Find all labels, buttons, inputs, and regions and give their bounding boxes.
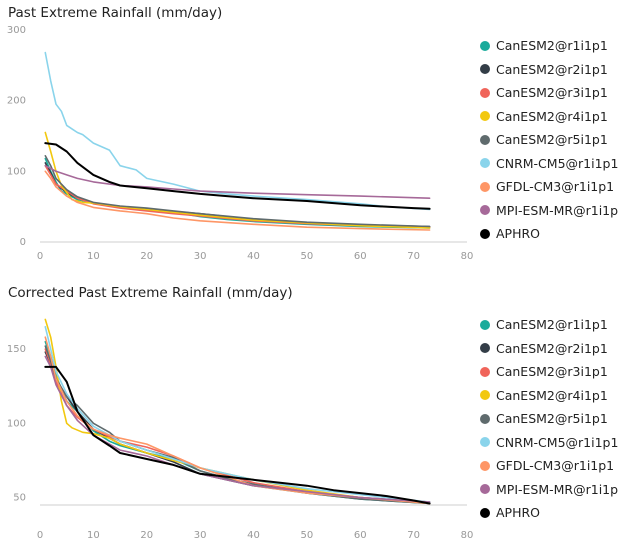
x-tick-label: 50 — [301, 530, 314, 541]
x-tick-label: 30 — [194, 251, 207, 262]
x-tick-label: 0 — [37, 251, 43, 262]
series-line — [44, 355, 431, 503]
legend-item[interactable]: CanESM2@r1i1p1 — [480, 34, 619, 58]
legend-label: MPI-ESM-MR@r1i1p1 — [496, 481, 619, 497]
legend-label: CanESM2@r4i1p1 — [496, 387, 608, 403]
x-tick-label: 60 — [354, 530, 367, 541]
series-line — [44, 155, 431, 228]
y-tick-label: 300 — [7, 25, 26, 36]
legend-marker-icon — [480, 319, 490, 330]
legend-marker-icon — [480, 87, 490, 98]
series-line — [44, 142, 431, 210]
legend-item[interactable]: CanESM2@r2i1p1 — [480, 337, 619, 361]
x-tick-label: 80 — [461, 251, 474, 262]
x-tick-label: 50 — [301, 251, 314, 262]
legend-marker-icon — [480, 366, 490, 377]
legend-label: GFDL-CM3@r1i1p1 — [496, 458, 615, 474]
legend-label: CNRM-CM5@r1i1p1 — [496, 155, 619, 171]
legend-marker-icon — [480, 64, 490, 75]
y-tick-label: 0 — [20, 237, 26, 248]
legend-item[interactable]: CNRM-CM5@r1i1p1 — [480, 152, 619, 176]
legend-label: CanESM2@r5i1p1 — [496, 132, 608, 148]
y-tick-label: 150 — [7, 344, 26, 355]
legend-marker-icon — [480, 134, 490, 145]
legend-marker-icon — [480, 181, 490, 192]
legend-past: CanESM2@r1i1p1 CanESM2@r2i1p1 CanESM2@r3i1… — [480, 34, 619, 246]
legend-marker-icon — [480, 413, 490, 424]
series-line — [44, 164, 431, 199]
legend-label: MPI-ESM-MR@r1i1p1 — [496, 202, 619, 218]
legend-item[interactable]: CanESM2@r3i1p1 — [480, 81, 619, 105]
series-line — [44, 51, 431, 211]
y-tick-label: 50 — [13, 493, 26, 504]
legend-item[interactable]: CanESM2@r4i1p1 — [480, 105, 619, 129]
x-tick-label: 20 — [140, 530, 153, 541]
y-tick-label: 200 — [7, 96, 26, 107]
legend-item[interactable]: GFDL-CM3@r1i1p1 — [480, 175, 619, 199]
legend-item[interactable]: CanESM2@r4i1p1 — [480, 384, 619, 408]
legend-item[interactable]: CNRM-CM5@r1i1p1 — [480, 431, 619, 455]
legend-corrected: CanESM2@r1i1p1 CanESM2@r2i1p1 CanESM2@r3i1… — [480, 313, 619, 525]
y-tick-label: 100 — [7, 418, 26, 429]
legend-marker-icon — [480, 507, 490, 518]
legend-item[interactable]: GFDL-CM3@r1i1p1 — [480, 454, 619, 478]
legend-marker-icon — [480, 158, 490, 169]
legend-item[interactable]: MPI-ESM-MR@r1i1p1 — [480, 199, 619, 223]
legend-label: APHRO — [496, 226, 541, 242]
x-tick-label: 40 — [247, 251, 260, 262]
series-line — [44, 340, 431, 505]
legend-item[interactable]: CanESM2@r3i1p1 — [480, 360, 619, 384]
legend-marker-icon — [480, 437, 490, 448]
legend-label: APHRO — [496, 505, 541, 521]
series-line — [44, 325, 431, 503]
legend-label: CanESM2@r1i1p1 — [496, 38, 608, 54]
legend-label: CNRM-CM5@r1i1p1 — [496, 434, 619, 450]
x-tick-label: 10 — [87, 530, 100, 541]
legend-label: CanESM2@r3i1p1 — [496, 85, 608, 101]
legend-marker-icon — [480, 343, 490, 354]
x-tick-label: 40 — [247, 530, 260, 541]
legend-marker-icon — [480, 40, 490, 51]
legend-marker-icon — [480, 460, 490, 471]
series-line — [44, 170, 431, 231]
chart-title-past: Past Extreme Rainfall (mm/day) — [8, 5, 223, 21]
legend-item[interactable]: APHRO — [480, 501, 619, 525]
legend-label: CanESM2@r2i1p1 — [496, 61, 608, 77]
series-line — [44, 365, 431, 505]
legend-marker-icon — [480, 390, 490, 401]
y-tick-label: 100 — [7, 166, 26, 177]
chart-title-corrected: Corrected Past Extreme Rainfall (mm/day) — [8, 285, 293, 301]
legend-item[interactable]: CanESM2@r5i1p1 — [480, 128, 619, 152]
x-tick-label: 30 — [194, 530, 207, 541]
legend-label: GFDL-CM3@r1i1p1 — [496, 179, 615, 195]
legend-marker-icon — [480, 484, 490, 495]
x-tick-label: 10 — [87, 251, 100, 262]
x-tick-label: 70 — [407, 251, 420, 262]
legend-label: CanESM2@r5i1p1 — [496, 411, 608, 427]
x-tick-label: 20 — [140, 251, 153, 262]
chart-past-extreme-rainfall: 0 100 200 300 0 10 20 30 40 50 60 70 80 — [7, 25, 474, 262]
chart-corrected-past-extreme-rainfall: 50 100 150 0 10 20 30 40 50 60 70 80 — [7, 318, 474, 541]
legend-label: CanESM2@r1i1p1 — [496, 317, 608, 333]
legend-item[interactable]: CanESM2@r1i1p1 — [480, 313, 619, 337]
x-tick-label: 80 — [461, 530, 474, 541]
legend-label: CanESM2@r3i1p1 — [496, 364, 608, 380]
legend-label: CanESM2@r4i1p1 — [496, 108, 608, 124]
legend-marker-icon — [480, 205, 490, 216]
x-tick-label: 70 — [407, 530, 420, 541]
legend-item[interactable]: MPI-ESM-MR@r1i1p1 — [480, 478, 619, 502]
legend-item[interactable]: APHRO — [480, 222, 619, 246]
legend-label: CanESM2@r2i1p1 — [496, 340, 608, 356]
x-tick-label: 0 — [37, 530, 43, 541]
legend-item[interactable]: CanESM2@r2i1p1 — [480, 58, 619, 82]
legend-marker-icon — [480, 228, 490, 239]
x-tick-label: 60 — [354, 251, 367, 262]
legend-item[interactable]: CanESM2@r5i1p1 — [480, 407, 619, 431]
legend-marker-icon — [480, 111, 490, 122]
